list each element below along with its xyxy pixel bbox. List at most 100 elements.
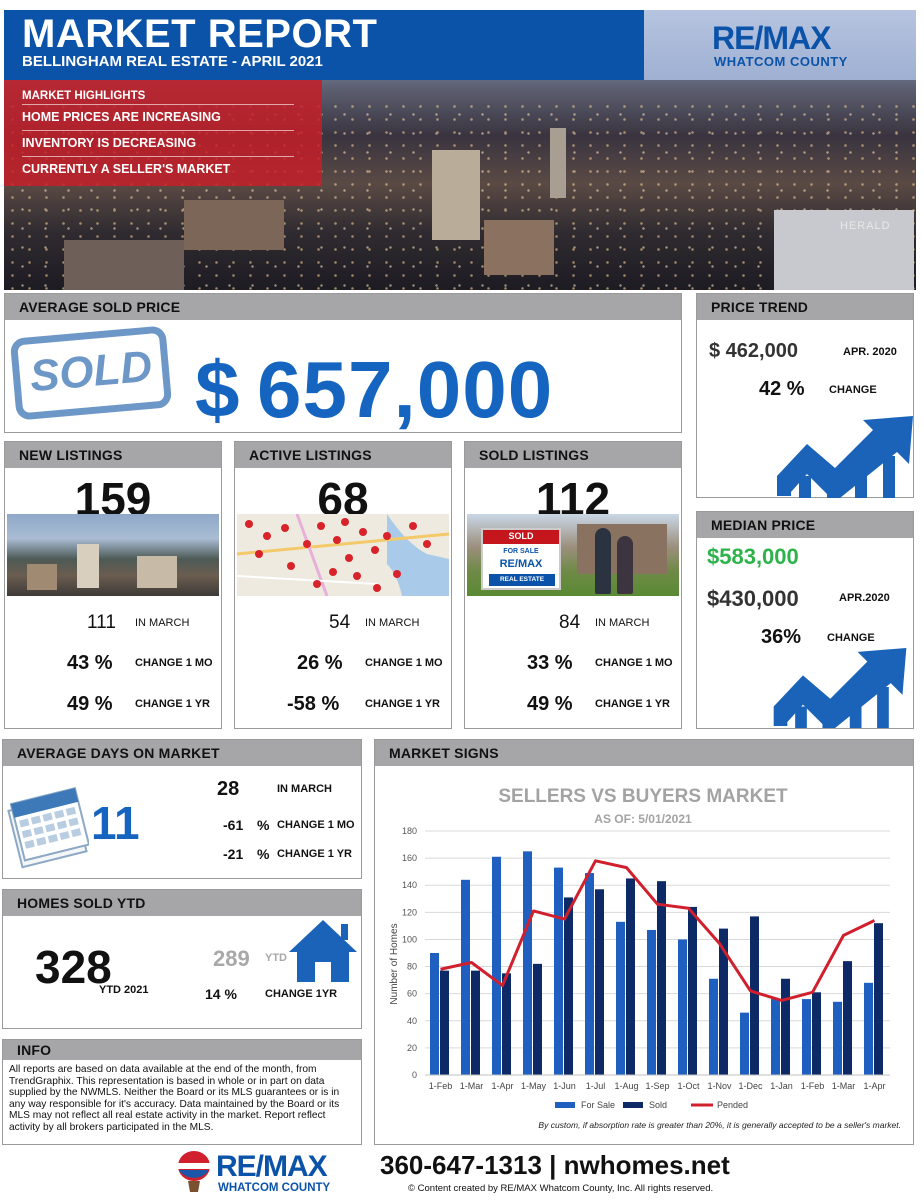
- person: [617, 536, 633, 594]
- average-sold-value: 657,000: [257, 345, 554, 434]
- median-current: $583,000: [707, 544, 799, 569]
- highlight-item: HOME PRICES ARE INCREASING: [22, 110, 221, 124]
- bar-sold: [843, 961, 852, 1075]
- bar-for-sale: [554, 867, 563, 1075]
- legend-label: Sold: [649, 1100, 667, 1110]
- hero-banner: HERALD MARKET REPORT BELLINGHAM REAL EST…: [4, 10, 916, 290]
- x-tick-label: 1-Apr: [863, 1081, 885, 1091]
- title-bar: MARKET REPORT BELLINGHAM REAL ESTATE - A…: [4, 10, 644, 80]
- y-tick-label: 80: [407, 962, 417, 972]
- bar-for-sale: [740, 1012, 749, 1075]
- legend-label: For Sale: [581, 1100, 615, 1110]
- legend-swatch: [623, 1102, 643, 1108]
- remax-logo-footer: RE/MAX WHATCOM COUNTY: [176, 1150, 356, 1198]
- median-prev-date: APR.2020: [839, 592, 890, 604]
- y-tick-label: 100: [402, 934, 417, 944]
- divider: [22, 104, 294, 105]
- building: [77, 544, 99, 588]
- yr-label: CHANGE 1 YR: [365, 698, 440, 710]
- x-tick-label: 1-Oct: [677, 1081, 700, 1091]
- info-panel: INFO All reports are based on data avail…: [2, 1039, 362, 1145]
- panel-title: AVERAGE DAYS ON MARKET: [3, 740, 361, 766]
- bar-for-sale: [833, 1001, 842, 1075]
- active-listings-panel: ACTIVE LISTINGS 68 54 IN MARCH 26 % CHAN…: [234, 441, 452, 729]
- x-tick-label: 1-May: [521, 1081, 547, 1091]
- x-tick-label: 1-Feb: [429, 1081, 453, 1091]
- building: [137, 556, 177, 588]
- bar-for-sale: [461, 879, 470, 1075]
- bar-sold: [781, 978, 790, 1075]
- x-tick-label: 1-Jul: [586, 1081, 606, 1091]
- yr-change: 49 %: [527, 693, 573, 715]
- average-sold-price-panel: AVERAGE SOLD PRICE SOLD $ 657,000: [4, 293, 682, 434]
- family-sold-sign-photo: SOLD FOR SALE RE/MAX REAL ESTATE: [467, 514, 679, 596]
- prev-value: 54: [329, 612, 351, 633]
- y-tick-label: 40: [407, 1016, 417, 1026]
- highlight-item: CURRENTLY A SELLER'S MARKET: [22, 162, 231, 176]
- church-spire: [550, 128, 566, 198]
- median-prev: $430,000: [707, 586, 799, 611]
- mo-change: 26 %: [297, 652, 343, 674]
- panel-title: NEW LISTINGS: [5, 442, 221, 468]
- house-icon: [289, 920, 357, 982]
- trend-up-chart-icon: [773, 648, 907, 728]
- bar-for-sale: [864, 982, 873, 1075]
- building: [64, 240, 184, 290]
- yr-label: CHANGE 1 YR: [277, 848, 352, 860]
- sold-sign: SOLD FOR SALE RE/MAX REAL ESTATE: [481, 528, 561, 590]
- panel-title: PRICE TREND: [697, 294, 913, 320]
- x-tick-label: 1-Mar: [832, 1081, 856, 1091]
- prev-value: 84: [559, 612, 581, 633]
- panel-title: SOLD LISTINGS: [465, 442, 681, 468]
- page-title: MARKET REPORT: [22, 12, 378, 56]
- herald-sign: HERALD: [840, 220, 891, 232]
- bar-sold: [471, 970, 480, 1075]
- map-pins-icon: [237, 514, 449, 596]
- change-value: 42 %: [759, 378, 805, 400]
- change-label: CHANGE 1YR: [265, 988, 338, 1000]
- median-change: 36%: [761, 626, 802, 648]
- change-label: CHANGE: [829, 384, 877, 396]
- bar-sold: [688, 906, 697, 1075]
- yr-label: CHANGE 1 YR: [595, 698, 670, 710]
- march-label: IN MARCH: [277, 783, 332, 795]
- divider: [22, 130, 294, 131]
- sold-listings-panel: SOLD LISTINGS 112 SOLD FOR SALE RE/MAX R…: [464, 441, 682, 729]
- panel-title: MEDIAN PRICE: [697, 512, 913, 538]
- x-tick-label: 1-Sep: [645, 1081, 669, 1091]
- prev-ytd-label: YTD: [265, 952, 287, 964]
- x-tick-label: 1-Feb: [801, 1081, 825, 1091]
- y-axis-label: Number of Homes: [389, 923, 400, 1004]
- person: [595, 528, 611, 594]
- mo-change: 43 %: [67, 652, 113, 674]
- mo-label: CHANGE 1 MO: [135, 657, 213, 669]
- y-tick-label: 160: [402, 853, 417, 863]
- highlights-heading: MARKET HIGHLIGHTS: [22, 90, 146, 102]
- logo-main: RE/MAX: [712, 20, 831, 56]
- bar-for-sale: [647, 929, 656, 1075]
- bar-sold: [502, 973, 511, 1075]
- legend-swatch: [555, 1102, 575, 1108]
- building: [432, 150, 480, 240]
- remax-logo-header: RE/MAX WHATCOM COUNTY: [644, 10, 916, 80]
- calendar-icon: [7, 786, 89, 869]
- bar-for-sale: [492, 856, 501, 1075]
- x-tick-label: 1-Apr: [491, 1081, 513, 1091]
- sign-bottom: REAL ESTATE: [489, 574, 555, 586]
- sign-top: SOLD: [483, 530, 559, 544]
- y-tick-label: 20: [407, 1043, 417, 1053]
- panel-title: INFO: [3, 1040, 361, 1060]
- bar-sold: [533, 963, 542, 1075]
- bar-for-sale: [678, 939, 687, 1075]
- mo-change: -61: [223, 817, 244, 833]
- prev-date: APR. 2020: [843, 346, 897, 358]
- bar-sold: [812, 992, 821, 1075]
- bar-for-sale: [771, 999, 780, 1075]
- y-tick-label: 180: [402, 826, 417, 836]
- bar-for-sale: [709, 978, 718, 1075]
- x-tick-label: 1-Aug: [614, 1081, 638, 1091]
- bar-sold: [657, 881, 666, 1075]
- contact-info[interactable]: 360-647-1313 | nwhomes.net: [380, 1150, 730, 1180]
- divider: [22, 156, 294, 157]
- new-listings-panel: NEW LISTINGS 159 111 IN MARCH 43 % CHANG…: [4, 441, 222, 729]
